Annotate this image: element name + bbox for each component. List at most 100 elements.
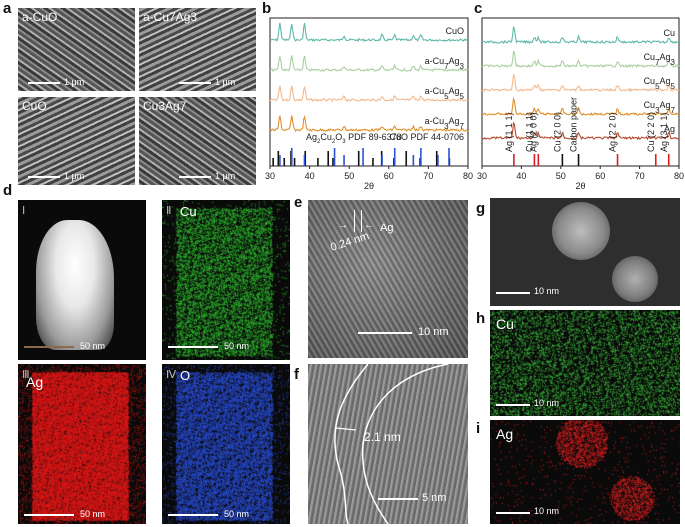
arrow-icon: → xyxy=(338,220,348,231)
series-line xyxy=(481,121,680,141)
sem-image-cu3ag7: Cu3Ag7 1 μm xyxy=(139,97,256,185)
series-label: a-Cu3Ag7 xyxy=(425,116,465,131)
scale-bar xyxy=(28,82,60,84)
scale-label: 10 nm xyxy=(534,286,560,296)
plot-frame xyxy=(269,17,469,167)
series-line xyxy=(481,50,680,69)
haadf-image-g: 10 nm xyxy=(490,198,680,306)
x-tick-label: 40 xyxy=(305,171,315,181)
scale-bar xyxy=(496,404,530,406)
eds-dots-o xyxy=(162,364,290,524)
annotation-label: Carbon paper xyxy=(569,97,579,152)
roman-numeral: Ⅲ xyxy=(22,369,30,381)
lattice-line-2 xyxy=(361,210,362,232)
element-label: Cu xyxy=(496,316,514,332)
scale-bar xyxy=(28,176,60,178)
scale-bar xyxy=(168,514,218,516)
eds-dots-cu xyxy=(162,200,290,360)
series-label: CuO xyxy=(445,26,464,36)
plot-frame xyxy=(481,17,680,167)
x-tick-label: 60 xyxy=(384,171,394,181)
panel-label-b: b xyxy=(262,0,272,17)
arrow-icon: ← xyxy=(364,220,374,231)
x-axis-label: 2θ xyxy=(364,181,374,190)
x-tick-label: 30 xyxy=(265,171,275,181)
scale-label: 50 nm xyxy=(224,341,250,351)
sem-image-cuo: CuO 1 μm xyxy=(18,97,135,185)
annotation-label: Ag (2 0 0) xyxy=(528,112,538,152)
x-tick-label: 60 xyxy=(595,171,605,181)
scale-bar xyxy=(179,82,211,84)
series-label: Cu3Ag7 xyxy=(644,100,676,115)
element-label: Ag xyxy=(26,374,44,390)
series-label: Cu5Ag5 xyxy=(644,76,676,91)
scale-label: 1 μm xyxy=(64,77,85,87)
x-tick-label: 50 xyxy=(344,171,354,181)
x-axis-label: 2θ xyxy=(575,181,585,190)
element-label: O xyxy=(180,368,191,383)
annotation-label: Ag (3 1 1) xyxy=(659,112,669,152)
contrast-overlay xyxy=(308,200,468,358)
reference-label: Ag2Cu2O3 PDF 89-6378 xyxy=(306,132,402,145)
series-line xyxy=(269,55,469,72)
element-label: Ag xyxy=(496,426,514,442)
panel-label-c: c xyxy=(474,0,483,17)
scale-label: 10 nm xyxy=(418,326,449,338)
scale-bar xyxy=(24,346,74,348)
roman-numeral: Ⅳ xyxy=(166,369,177,381)
lattice-line-1 xyxy=(354,210,355,232)
scale-bar xyxy=(496,512,530,514)
scale-label: 1 μm xyxy=(215,171,236,181)
x-tick-label: 50 xyxy=(556,171,566,181)
shell-outline xyxy=(334,364,449,524)
phase-label: Ag xyxy=(380,222,394,234)
x-tick-label: 30 xyxy=(477,171,487,181)
haadf-image: Ⅰ 50 nm xyxy=(18,200,146,360)
panel-label-e: e xyxy=(294,194,303,211)
scale-label: 1 μm xyxy=(64,171,85,181)
x-tick-label: 40 xyxy=(516,171,526,181)
series-line xyxy=(269,85,469,103)
particle-small xyxy=(612,256,658,302)
series-label: Cu7Ag3 xyxy=(644,52,676,67)
series-label: Ag xyxy=(664,124,675,134)
scale-label: 5 nm xyxy=(422,492,447,504)
series-line xyxy=(269,22,468,43)
panel-label-f: f xyxy=(294,366,299,383)
scale-label: 50 nm xyxy=(80,509,106,519)
scale-bar xyxy=(168,346,218,348)
x-tick-label: 70 xyxy=(423,171,433,181)
x-tick-label: 80 xyxy=(463,171,473,181)
eds-map-h-cu: Cu 10 nm xyxy=(490,310,680,416)
sem-title: a-Cu7Ag3 xyxy=(143,10,198,24)
eds-map-i-ag: Ag 10 nm xyxy=(490,420,680,524)
sem-title: CuO xyxy=(22,99,47,113)
scale-label: 1 μm xyxy=(215,77,236,87)
eds-dots-i xyxy=(490,420,680,524)
scale-bar xyxy=(24,514,74,516)
scale-bar xyxy=(179,176,211,178)
roman-numeral: Ⅰ xyxy=(22,205,26,217)
x-tick-label: 80 xyxy=(674,171,684,181)
series-line xyxy=(269,115,469,133)
shell-thickness-label: 2.1 nm xyxy=(364,430,401,444)
series-line xyxy=(481,73,679,93)
scale-bar xyxy=(378,498,418,500)
panel-label-h: h xyxy=(476,310,486,327)
element-label: Cu xyxy=(180,204,197,219)
sem-title: a-CuO xyxy=(22,10,58,24)
panel-label-g: g xyxy=(476,200,486,217)
series-line xyxy=(482,96,680,117)
series-label: a-Cu7Ag3 xyxy=(425,56,465,71)
annotation-label: Cu (1 1 1) xyxy=(524,112,534,152)
series-line xyxy=(481,26,680,45)
roman-numeral: Ⅱ xyxy=(166,205,172,217)
panel-label-d: d xyxy=(3,182,13,199)
scale-label: 50 nm xyxy=(80,341,106,351)
annotation-label: Ag (1 1 1) xyxy=(504,112,514,152)
scale-bar xyxy=(496,292,530,294)
particle-large xyxy=(552,202,610,260)
series-label: Cu xyxy=(663,28,675,38)
series-label: a-Cu5Ag5 xyxy=(425,86,465,101)
